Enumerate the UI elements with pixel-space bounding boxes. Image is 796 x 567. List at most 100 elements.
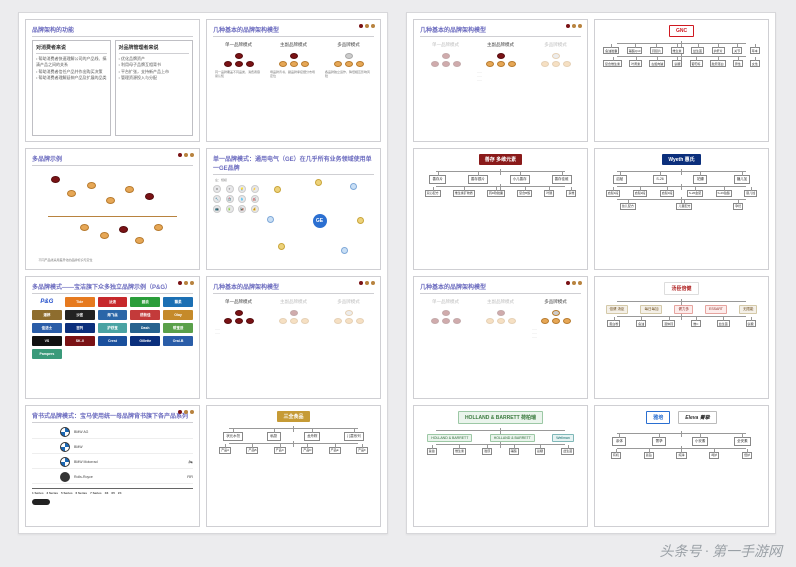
brand-logo: 沙宣	[65, 310, 95, 320]
tree-node: 草本	[750, 47, 760, 54]
sanquan-badge: 三全食品	[277, 411, 309, 422]
tree-node: 铂臻	[693, 175, 707, 184]
tree-node: 膳儿加	[734, 175, 751, 184]
tree-node: 益生菌	[561, 448, 574, 455]
gnc-l2: 鱼油胶囊辅酶Q10钙镁片维生素益生菌护肝片关节草本	[601, 47, 762, 54]
abbott-l3: 有机蓝钻纯净呵护倍护	[601, 452, 762, 459]
pg-logo: P&G	[32, 297, 62, 307]
tangchen-l3: 蛋白粉鱼油液体钙维C益生菌氨糖	[601, 320, 762, 327]
tree-node: 启赋2段	[633, 190, 648, 197]
ge-logo: GE	[313, 214, 327, 228]
tree-node: 维生素	[671, 47, 684, 54]
tree-node: 产品F	[356, 447, 368, 454]
brand-logo: 潘婷	[32, 310, 62, 320]
slide-title: 品牌架构的功能	[32, 25, 193, 37]
abbott-l2: 亲体 菁挚 小安素 全安素	[601, 437, 762, 446]
brand-logo: 护舒宝	[98, 323, 128, 333]
page-1: 品牌架构的功能 对消费者来说 帮助消费者快速理解公司的产品线、搞清产品之间的关系…	[18, 12, 388, 534]
tree-node: 菁挚	[652, 437, 666, 446]
brand-logo: 吉列	[65, 323, 95, 333]
wyeth-l3: 启赋1段 启赋2段 启赋3段 S-26金装 S-26铂臻 膳儿加	[601, 190, 762, 197]
brand-logo: 帮宝适	[163, 323, 193, 333]
tree-node: 复合B族	[517, 190, 532, 197]
panel-sub-brand: 主副品牌模式 母品牌背书，副品牌承接细分市场定位	[268, 40, 319, 136]
brand-logo: Olay	[163, 310, 193, 320]
brand-logo: Tide	[65, 297, 95, 307]
slide-ge-network: 单一品牌模式：通用电气（GE）在几乎所有业务领域使用单一GE品牌 左：规模 ⚙✈…	[206, 148, 381, 271]
brand-logo: VS	[32, 336, 62, 346]
tree-node: 氨糖	[535, 448, 545, 455]
tree-node: 儿童配方	[676, 203, 692, 210]
tree-node: 启赋	[613, 175, 627, 184]
tree-node: 维C	[691, 320, 701, 327]
tree-node: 女性	[750, 60, 760, 67]
slide-wyeth-tree: Wyeth 惠氏 启赋S-26铂臻膳儿加 启赋1段启赋2段启赋3段S-26金装S…	[594, 148, 769, 271]
tree-node: 辅酶Q10	[627, 47, 643, 54]
brand-logo: 汰渍	[98, 297, 128, 307]
panel-single-brand: 单一品牌模式 同一品牌覆盖不同品类，消费者容易认知	[213, 40, 264, 136]
slide-title: 单一品牌模式：通用电气（GE）在几乎所有业务领域使用单一GE品牌	[213, 154, 374, 175]
tree-node: 小安素	[692, 437, 709, 446]
brand-logo: 碧浪	[130, 297, 160, 307]
tree-node: 启赋3段	[660, 190, 675, 197]
tree-node: 善存片	[429, 175, 446, 184]
slide-pg-logos: 多品牌模式——宝洁旗下众多独立品牌示例（P&G） P&G Tide汰渍碧浪飘柔潘…	[25, 276, 200, 399]
slide-title: 背书式品牌模式：宝马使用统一母品牌背书旗下各产品系列	[32, 411, 193, 423]
slide-centrum-tree: 善存 多维元素 善存片善存银片小儿善存善存佳维 双心配方维生素矿物质钙D软胶囊复…	[413, 148, 588, 271]
brand-logo: SK-II	[65, 336, 95, 346]
watermark: 头条号 · 第一手游网	[660, 541, 783, 561]
tree-node: 叶黄素	[629, 60, 642, 67]
tree-node: 小儿善存	[510, 175, 530, 184]
tree-node: 儿童系列	[344, 432, 364, 441]
tree-node: 葡萄籽	[690, 60, 703, 67]
brand-logo: Crest	[98, 336, 128, 346]
tree-node: 鱼油胶囊	[603, 47, 619, 54]
tree-node: 关节	[732, 47, 742, 54]
tree-node: 产品B	[246, 447, 258, 454]
slide-title: 几种基本的品牌架构模型	[213, 25, 374, 37]
tree-node: 氨糖	[746, 320, 756, 327]
brand-logo: 舒肤佳	[130, 310, 160, 320]
tree-node: S-26金装	[687, 190, 703, 197]
tree-node: 亲体	[612, 437, 626, 446]
tree-node: 孕妇	[733, 203, 743, 210]
tree-node: 液体钙	[662, 320, 675, 327]
tree-node: 男性	[733, 60, 743, 67]
logo-grid: P&G Tide汰渍碧浪飘柔潘婷沙宣海飞丝舒肤佳Olay佳洁士吉列护舒宝Dash…	[32, 297, 193, 393]
tree-node: 启赋1段	[606, 190, 621, 197]
brand-logo: Pampers	[32, 349, 62, 359]
sanquan-l3: 产品A 产品B 产品C 产品D 产品E 产品F	[213, 447, 374, 454]
tree-node: 产品A	[219, 447, 231, 454]
tree-node: 辅酶	[509, 448, 519, 455]
tree-node: 产品C	[274, 447, 286, 454]
mini-logo	[32, 499, 50, 505]
slide-abbott-tree: 雅培 Eleva 菁挚 亲体菁挚小安素全安素 有机蓝钻纯净呵护倍护	[594, 405, 769, 528]
tree-node: 复合维生素	[603, 60, 622, 67]
slide-tangchen-tree: 汤臣倍健 倍健 汤臣 每日每加 健力多 ESSART 无限能 蛋白粉鱼油液体钙维…	[594, 276, 769, 399]
bmw-series-row: 1 Series3 Series5 Series6 Series7 Series…	[32, 488, 193, 495]
tree-node: 蛋白粉	[607, 320, 620, 327]
tree-node: 私厨	[267, 432, 281, 441]
tree-node: 多维	[566, 190, 576, 197]
tree-node: 胶原	[482, 448, 492, 455]
slide-title: 多品牌模式——宝洁旗下众多独立品牌示例（P&G）	[32, 282, 193, 294]
tree-node: 全安素	[734, 437, 751, 446]
wyeth-l4: 幼儿配方儿童配方孕妇	[601, 203, 762, 210]
brand-logo: Oral-B	[163, 336, 193, 346]
tree-node: 钙D软胶囊	[487, 190, 505, 197]
slide-hb-tree: HOLLAND & BARRETT 荷柏瑞 HOLLAND & BARRETT …	[413, 405, 588, 528]
tree-node: 有机	[611, 452, 621, 459]
tree-node: 钙镁片	[650, 47, 663, 54]
tree-node: 膳儿加	[744, 190, 757, 197]
slide-multibrand-scatter: 多品牌示例 不同产品线采用差异化的品牌标识与定位	[25, 148, 200, 271]
tree-node: 产品E	[329, 447, 341, 454]
brand-logo: Dash	[130, 323, 160, 333]
slide-models-3panel-c: 几种基本的品牌架构模型 单一品牌模式 主副品牌模式···············…	[413, 19, 588, 142]
tree-node: 蓝钻	[644, 452, 654, 459]
slide-title: 多品牌示例	[32, 154, 193, 166]
slide-models-3panel-b: 几种基本的品牌架构模型 单一品牌模式 ·········· 主副品牌模式 多品牌…	[206, 276, 381, 399]
tree-node: S-26铂臻	[716, 190, 732, 197]
tree-node: 产品D	[301, 447, 313, 454]
brand-logo: 佳洁士	[32, 323, 62, 333]
slide-gnc-tree: GNC 鱼油胶囊辅酶Q10钙镁片维生素益生菌护肝片关节草本 复合维生素叶黄素左旋…	[594, 19, 769, 142]
